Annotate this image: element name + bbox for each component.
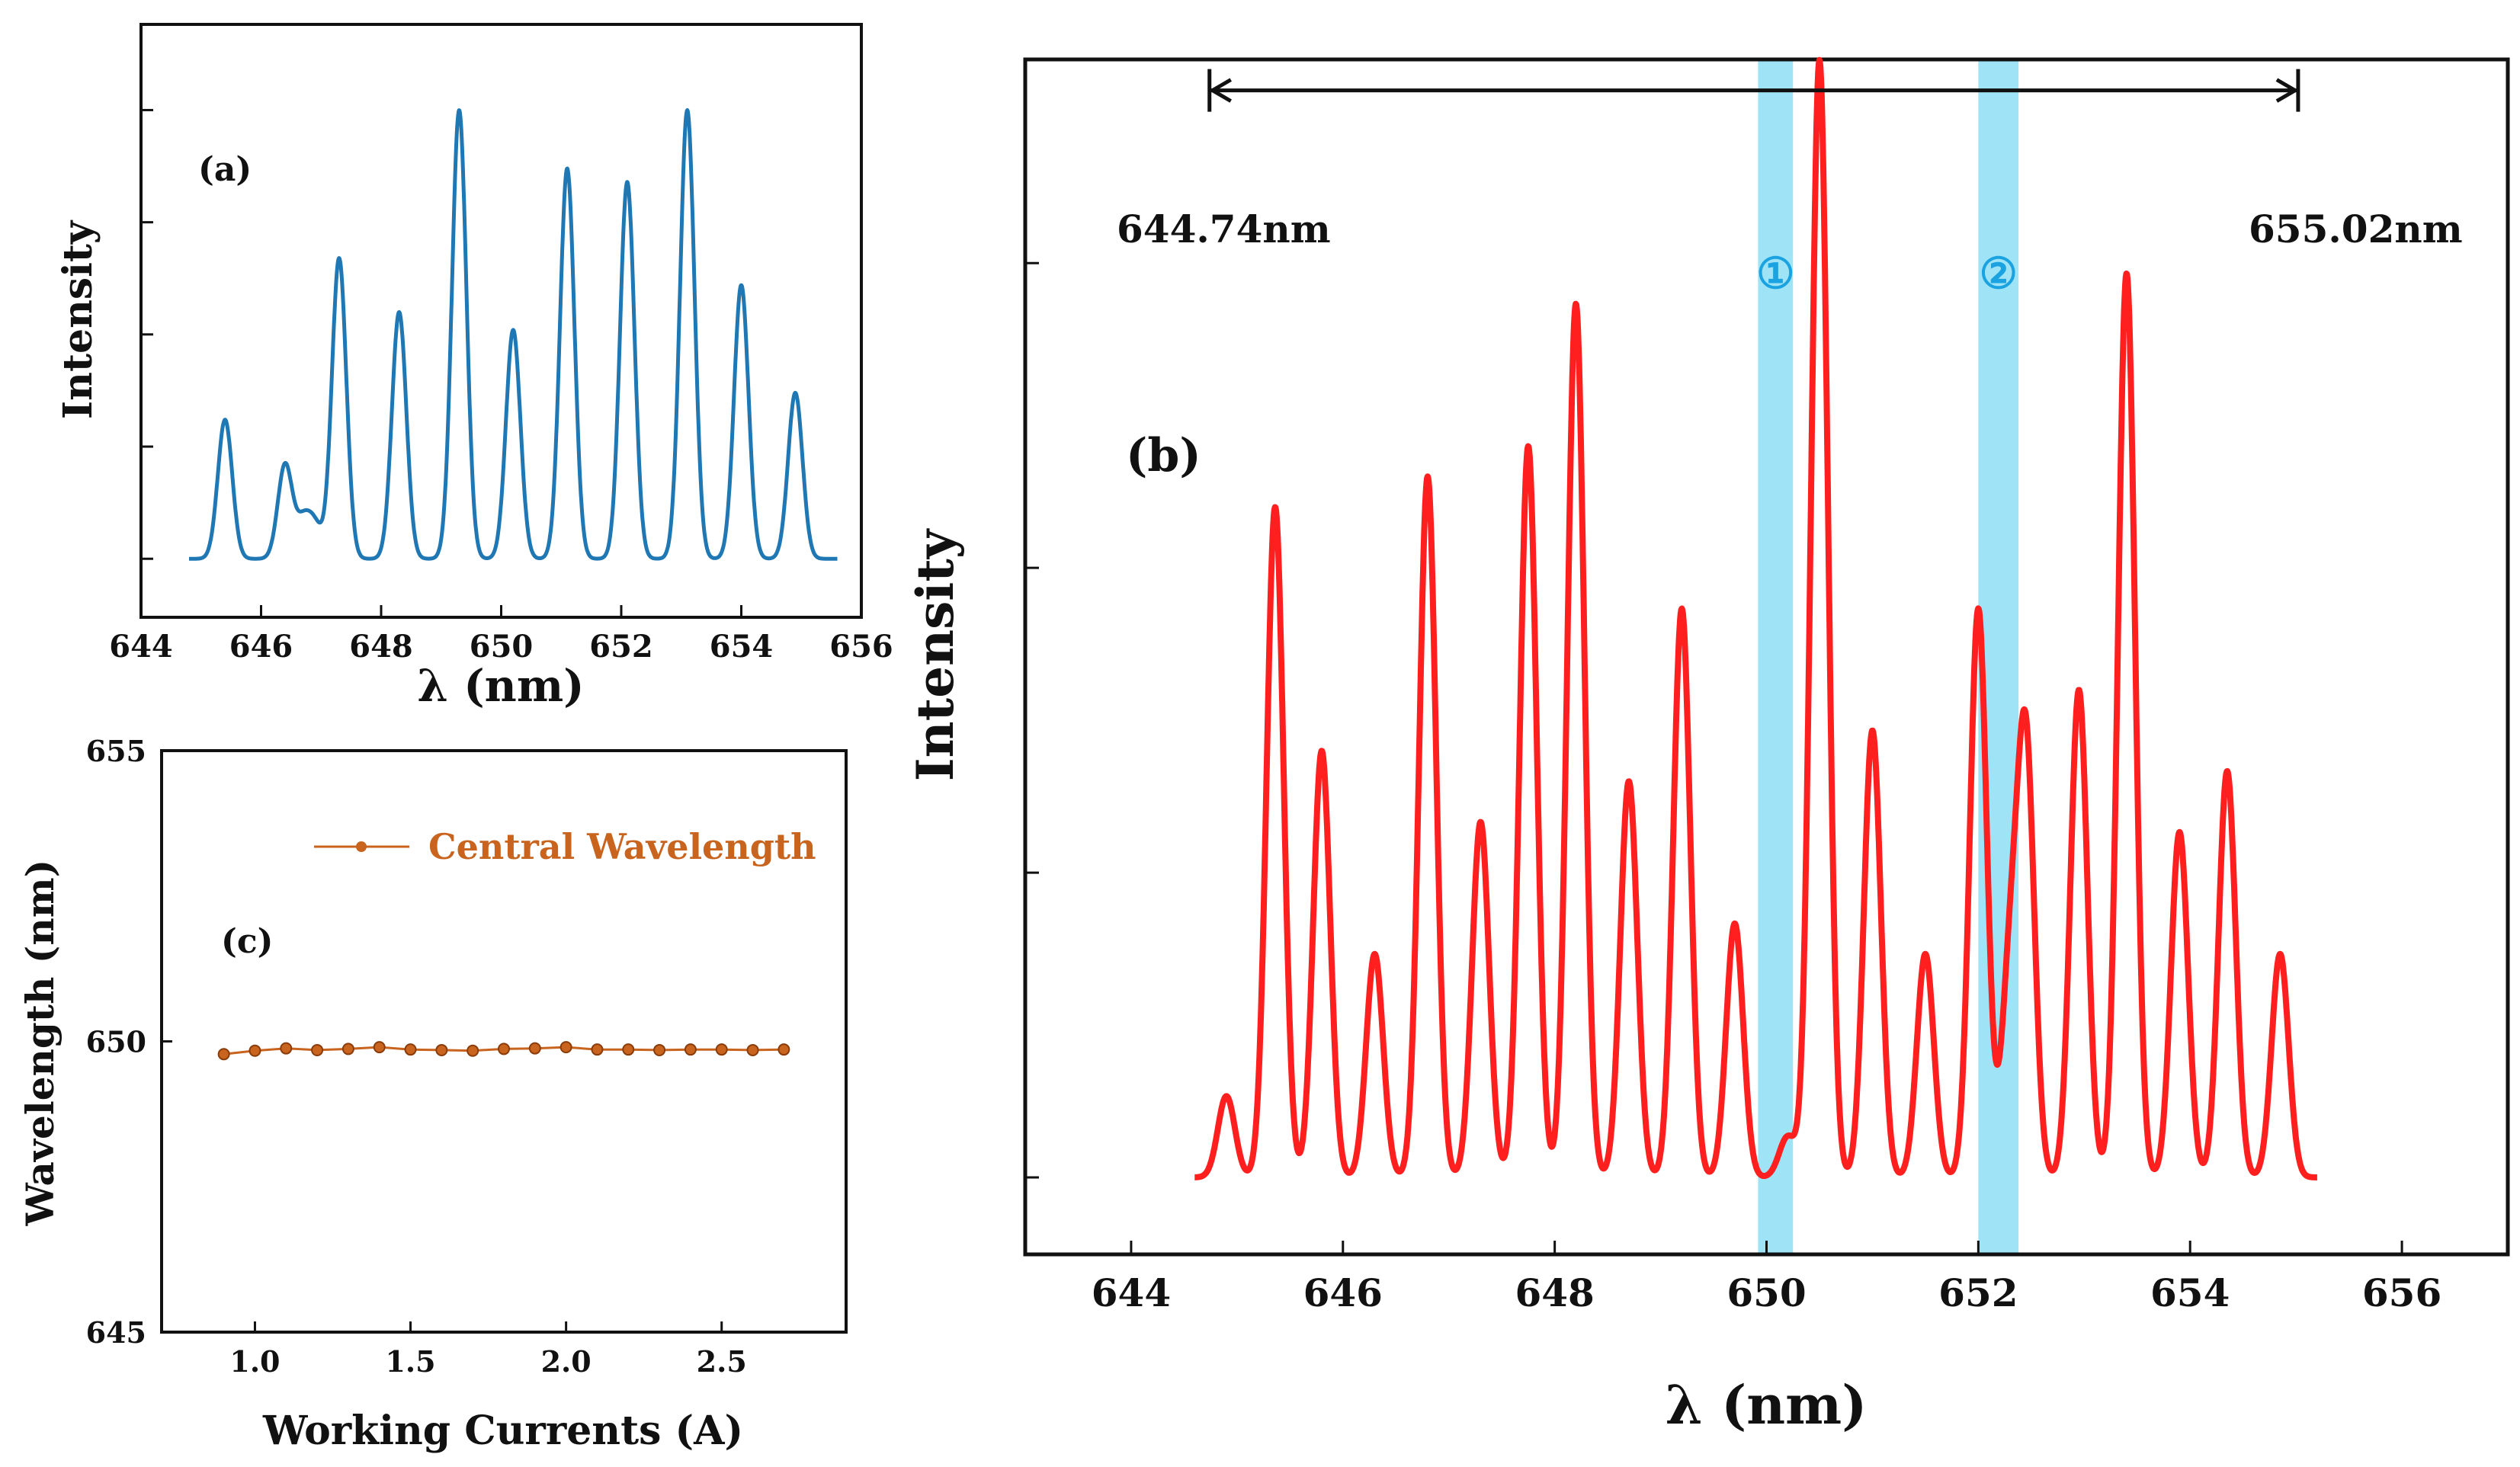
panel-c-data-point bbox=[528, 1042, 541, 1055]
panel-c-legend-marker-sample bbox=[356, 841, 367, 852]
panel-c-series-points bbox=[217, 1041, 790, 1061]
panel-c-data-point bbox=[684, 1043, 697, 1056]
panel-c-data-point bbox=[591, 1043, 604, 1056]
panel-c-data-point bbox=[746, 1043, 759, 1056]
panel-b-annotation-left: 644.74nm bbox=[1117, 207, 1331, 251]
panel-c-x-axis-label: Working Currents (A) bbox=[262, 1408, 743, 1454]
panel-b-band-label: ② bbox=[1980, 248, 2018, 299]
panel-b-x-tick-label: 652 bbox=[1938, 1270, 2018, 1315]
panel-b-label: (b) bbox=[1126, 429, 1201, 482]
panel-b-x-tick-label: 654 bbox=[2150, 1270, 2230, 1315]
panel-a-x-tick-label: 650 bbox=[470, 629, 534, 665]
panel-b-highlight-band bbox=[1758, 59, 1794, 1254]
panel-c-data-point bbox=[622, 1043, 635, 1056]
panel-b-span-arrow-left-head bbox=[1208, 78, 1232, 103]
panel-a-x-tick-label: 652 bbox=[589, 629, 653, 665]
panel-c-data-point bbox=[217, 1048, 230, 1061]
panel-c-data-point bbox=[498, 1043, 510, 1055]
panel-c-data-point bbox=[248, 1044, 261, 1057]
panel-b-x-tick-label: 646 bbox=[1303, 1270, 1383, 1315]
panel-c-x-ticks: 1.0 1.5 2.0 2.5 bbox=[229, 1321, 747, 1379]
panel-a-x-tick-label: 654 bbox=[710, 629, 774, 665]
panel-b-x-tick-label: 656 bbox=[2362, 1270, 2441, 1315]
panel-c-y-tick-label: 650 bbox=[86, 1025, 146, 1059]
panel-a-y-ticks bbox=[141, 108, 153, 560]
panel-a-x-axis-label: λ (nm) bbox=[417, 660, 584, 712]
panel-a-spectrum-line bbox=[188, 107, 839, 561]
panel-c-y-tick-label: 655 bbox=[86, 734, 146, 768]
panel-c-x-tick-label: 2.5 bbox=[697, 1344, 747, 1379]
panel-b-span-arrow bbox=[1207, 69, 2300, 112]
panel-b-span-arrow-right-head bbox=[2275, 78, 2299, 103]
panel-c-legend: Central Wavelength bbox=[314, 826, 816, 867]
panel-a-label: (a) bbox=[198, 150, 252, 189]
panel-a-x-tick-label: 644 bbox=[109, 629, 173, 665]
panel-c-x-tick-label: 1.5 bbox=[385, 1344, 435, 1379]
panel-a-chart: 644 646 648 650 652 654 656 (a) λ (nm) Intensi… bbox=[55, 23, 893, 712]
panel-a-x-ticks: 644 646 648 650 652 654 656 bbox=[109, 605, 893, 665]
panel-c-data-point bbox=[280, 1042, 293, 1055]
panel-c-legend-label: Central Wavelength bbox=[428, 826, 816, 867]
panel-c-data-point bbox=[559, 1041, 572, 1054]
panel-a-x-tick-label: 646 bbox=[229, 629, 293, 665]
panel-a-plot-frame bbox=[139, 23, 863, 619]
panel-c-data-point bbox=[715, 1043, 728, 1056]
panel-c-y-tick-label: 645 bbox=[86, 1315, 146, 1350]
panel-a-x-tick-label: 648 bbox=[349, 629, 413, 665]
panel-b-x-axis-label: λ (nm) bbox=[1666, 1373, 1868, 1437]
panel-b-annotation-right: 655.02nm bbox=[2249, 207, 2463, 251]
panel-b-x-ticks: 644 646 648 650 652 654 656 bbox=[1092, 1241, 2441, 1315]
panel-c-data-point bbox=[777, 1043, 790, 1056]
panel-c-data-point bbox=[373, 1041, 386, 1054]
panel-b-spectrum-line bbox=[1192, 56, 2320, 1180]
panel-b-y-ticks bbox=[1025, 261, 1039, 1179]
panel-c-data-point bbox=[341, 1043, 354, 1055]
panel-a-y-axis-label: Intensity bbox=[55, 219, 101, 419]
panel-c-label: (c) bbox=[221, 922, 273, 961]
panel-c-data-point bbox=[466, 1044, 479, 1057]
panel-b-x-tick-label: 648 bbox=[1515, 1270, 1594, 1315]
panel-b-chart: ① ② 644 646 648 650 652 654 656 644.74nm 655.02… bbox=[906, 56, 2510, 1437]
panel-c-x-tick-label: 2.0 bbox=[541, 1344, 592, 1379]
panel-b-band-label: ① bbox=[1756, 248, 1794, 299]
panel-c-data-point bbox=[435, 1043, 448, 1056]
panel-c-data-point bbox=[311, 1043, 324, 1056]
panel-b-x-tick-label: 644 bbox=[1092, 1270, 1171, 1315]
panel-c-data-point bbox=[653, 1043, 666, 1056]
panel-c-chart: 1.0 1.5 2.0 2.5 645 650 655 Central Wavelengt… bbox=[18, 734, 848, 1454]
panel-b-y-axis-label: Intensity bbox=[906, 528, 965, 781]
panel-c-data-point bbox=[404, 1043, 417, 1056]
panel-b-x-tick-label: 650 bbox=[1726, 1270, 1806, 1315]
panel-a-x-tick-label: 656 bbox=[829, 629, 893, 665]
panel-c-x-tick-label: 1.0 bbox=[229, 1344, 280, 1379]
panel-c-y-ticks: 645 650 655 bbox=[86, 734, 172, 1350]
panel-c-y-axis-label: Wavelength (nm) bbox=[18, 860, 63, 1227]
